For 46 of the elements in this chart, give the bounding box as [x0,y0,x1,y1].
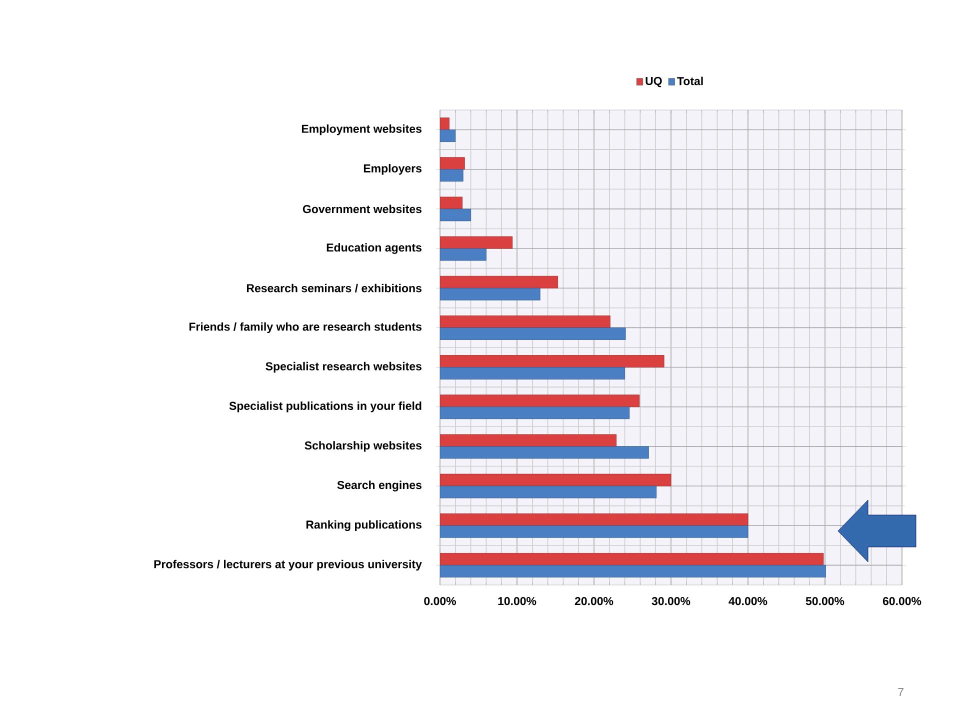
bar [440,169,464,182]
bar [440,513,748,526]
y-tick-label: Friends / family who are research students [189,322,422,334]
y-tick-label: Ranking publications [306,520,422,531]
y-tick-label: Government websites [302,204,422,214]
y-tick-label: Employers [364,164,422,175]
y-tick-label: Professors / lecturers at your previous university [154,560,422,571]
bar [440,316,610,328]
text: 7 [898,688,904,696]
bar [440,208,472,222]
bar [440,276,558,288]
x-tick-label: 10.00% [498,597,536,606]
y-tick-label: Employment websites [302,124,422,136]
bar [440,446,649,459]
y-tick-label: Specialist research websites [266,362,422,373]
y-tick-label: Education agents [326,243,422,254]
y-tick-label: Scholarship websites [304,441,422,452]
bar [440,118,450,130]
bar [440,367,625,380]
bar [440,565,826,578]
legend-label: UQ [646,76,662,88]
y-tick-label: Research seminars / exhibitions [246,284,422,292]
bar [440,406,630,420]
bar [440,130,456,142]
x-tick-label: 40.00% [728,597,768,606]
bar [440,328,626,340]
bar [440,525,748,538]
x-tick-label: 50.00% [806,597,844,606]
y-tick-label: Search engines [337,480,422,492]
x-tick-label: 0.00% [424,597,456,606]
bar [440,355,664,368]
bar [440,236,513,249]
bar [440,434,617,447]
y-tick-label: Specialist publications in your field [229,402,422,412]
bar [440,474,672,486]
bar [440,248,486,261]
bar [440,288,540,300]
legend-label: Total [677,76,703,86]
bar [440,394,640,408]
bar [440,486,657,498]
bar [440,157,465,170]
x-tick-label: 30.00% [652,597,690,606]
x-tick-label: 20.00% [574,597,614,606]
x-tick-label: 60.00% [882,597,922,606]
bar [440,553,824,566]
bar [440,196,463,210]
